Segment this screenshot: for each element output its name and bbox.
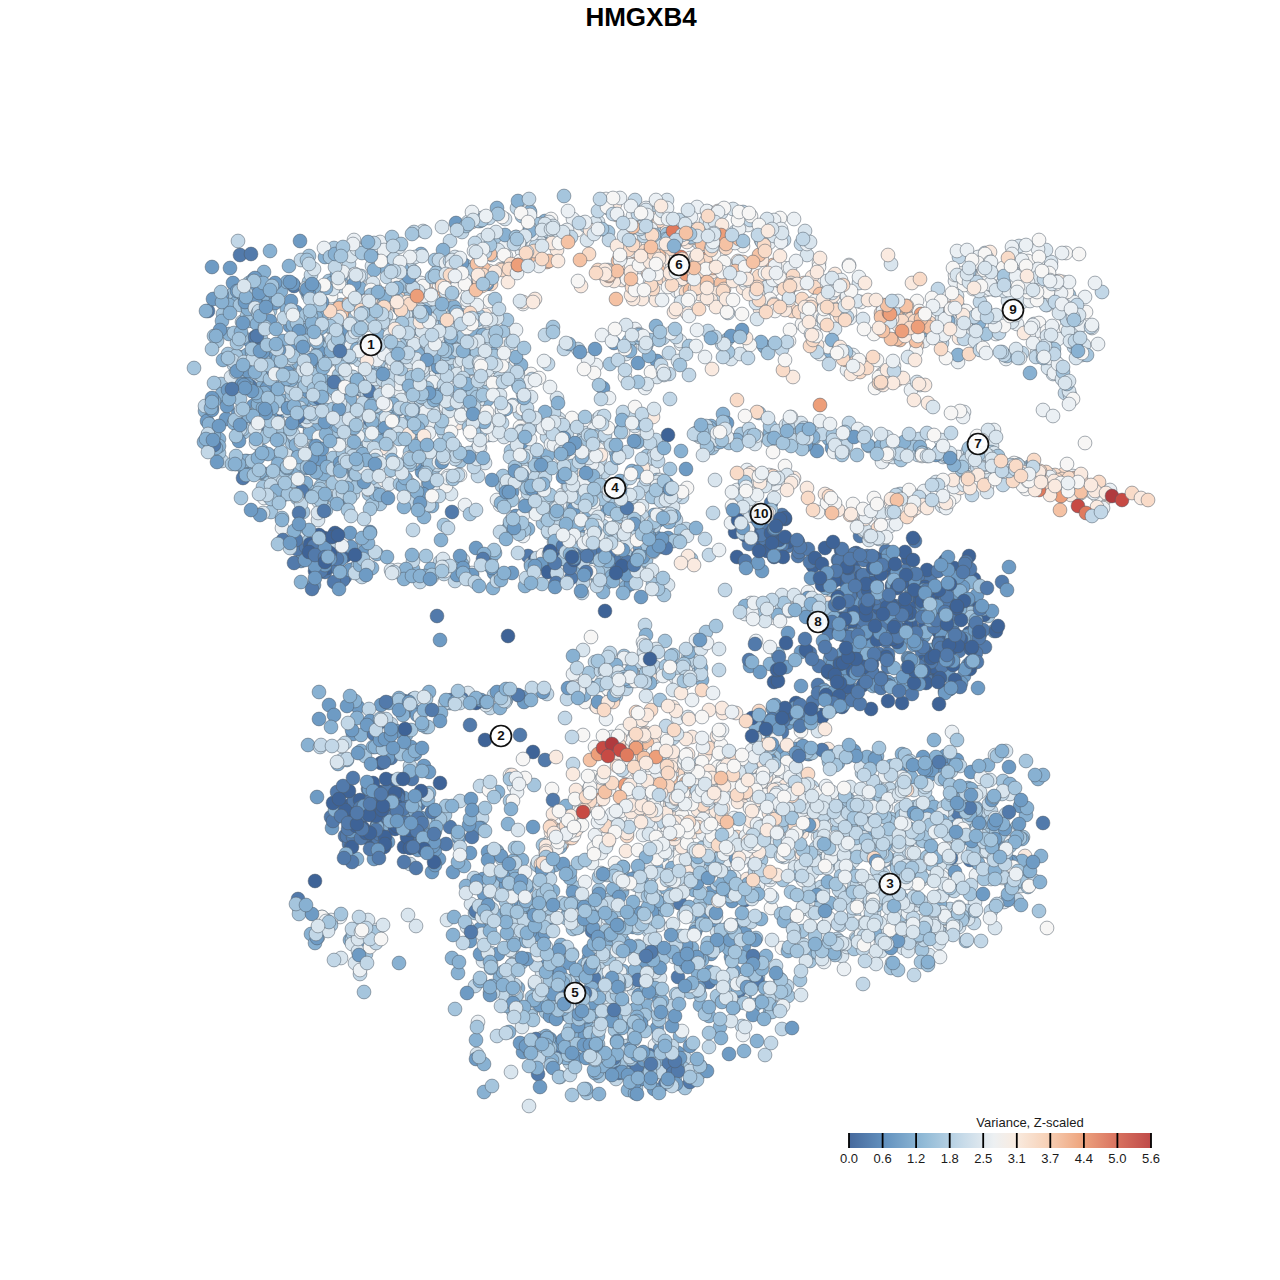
- svg-text:1.2: 1.2: [907, 1151, 925, 1166]
- svg-text:0.6: 0.6: [874, 1151, 892, 1166]
- svg-text:6: 6: [675, 257, 683, 272]
- svg-text:4.4: 4.4: [1075, 1151, 1093, 1166]
- svg-text:HMGXB4: HMGXB4: [585, 2, 697, 32]
- svg-text:2: 2: [497, 728, 505, 743]
- svg-text:2.5: 2.5: [974, 1151, 992, 1166]
- svg-text:3: 3: [886, 876, 894, 891]
- svg-text:10: 10: [753, 506, 768, 521]
- svg-text:5.0: 5.0: [1108, 1151, 1126, 1166]
- svg-text:3.7: 3.7: [1041, 1151, 1059, 1166]
- svg-text:0.0: 0.0: [840, 1151, 858, 1166]
- svg-text:9: 9: [1009, 302, 1017, 317]
- svg-text:1.8: 1.8: [941, 1151, 959, 1166]
- svg-text:4: 4: [611, 480, 619, 495]
- svg-text:7: 7: [974, 436, 982, 451]
- svg-text:5: 5: [571, 985, 579, 1000]
- svg-text:5.6: 5.6: [1142, 1151, 1160, 1166]
- svg-text:Variance, Z-scaled: Variance, Z-scaled: [976, 1115, 1083, 1130]
- svg-text:3.1: 3.1: [1008, 1151, 1026, 1166]
- svg-text:1: 1: [367, 337, 375, 352]
- svg-text:8: 8: [814, 614, 822, 629]
